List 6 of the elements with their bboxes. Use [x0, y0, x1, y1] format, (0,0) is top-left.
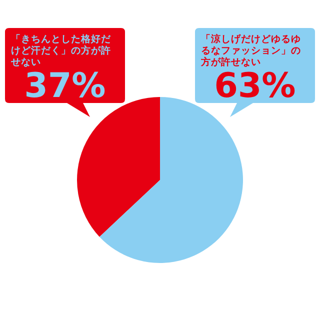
- pie-slice: [77, 97, 160, 237]
- slice-label: 「きちんとした格好だけど汗だく」の方が許せない: [10, 33, 112, 68]
- data-label: 63%: [214, 66, 296, 106]
- slice-label: 「涼しげだけどゆるゆるなファッション」の方が許せない: [200, 33, 301, 68]
- pie-slice: [99, 97, 243, 263]
- data-label: 37%: [24, 66, 106, 106]
